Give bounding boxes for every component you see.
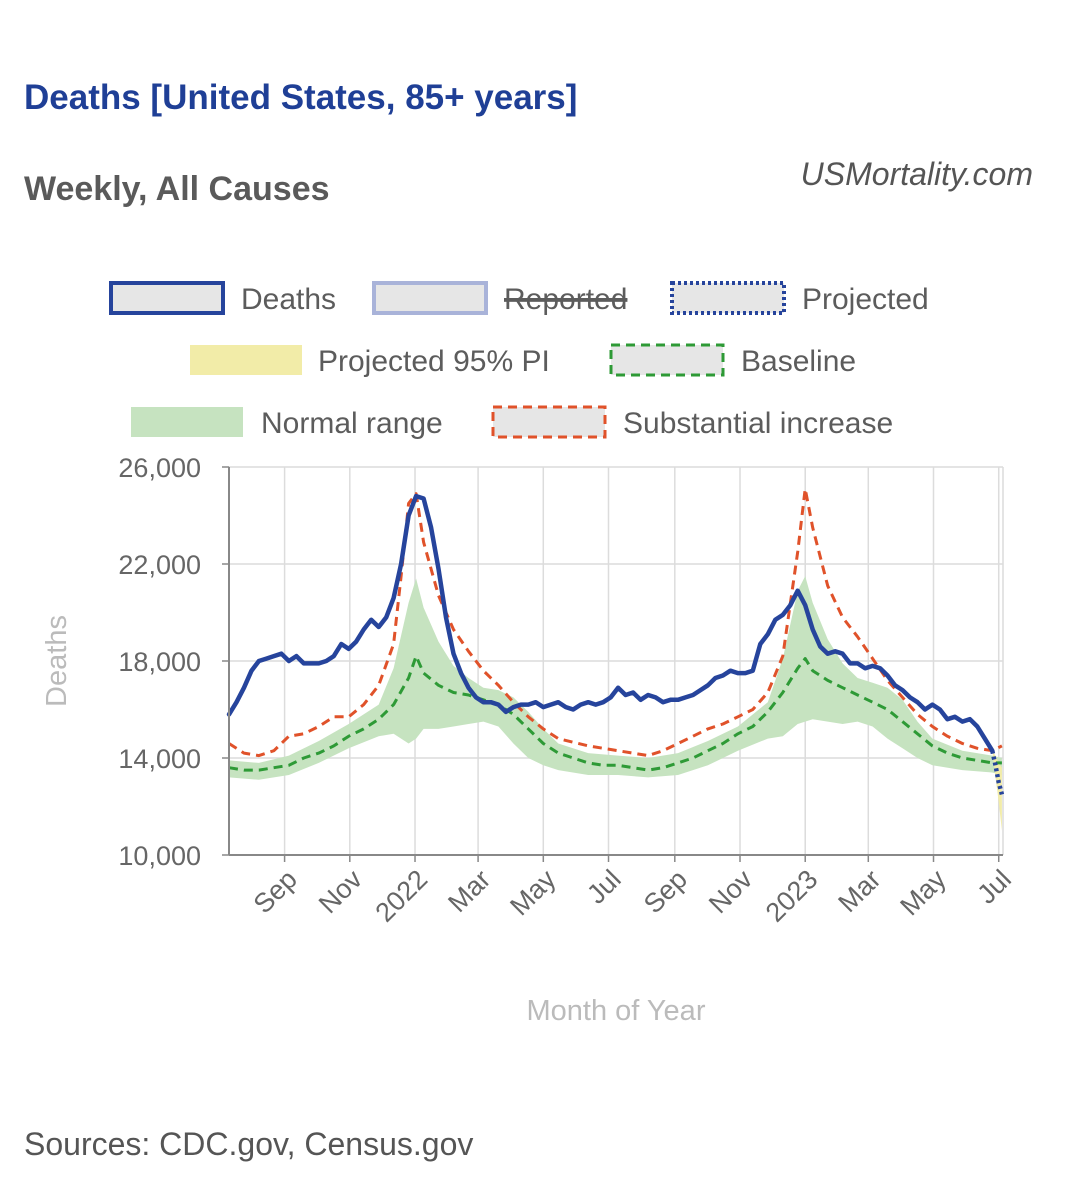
projected-line xyxy=(990,750,1005,795)
legend-swatch-pi xyxy=(190,345,302,375)
x-tick-label: May xyxy=(894,864,952,922)
y-tick-label: 26,000 xyxy=(118,453,201,483)
legend-label-deaths: Deaths xyxy=(241,283,336,316)
legend-swatch-normal xyxy=(131,407,243,437)
chart-title: Deaths [United States, 85+ years] xyxy=(24,78,578,117)
legend-swatch-deaths xyxy=(109,281,225,315)
x-tick-label: Nov xyxy=(703,864,759,920)
data-sources: Sources: CDC.gov, Census.gov xyxy=(24,1126,474,1162)
deaths-line xyxy=(226,493,995,753)
series-layer xyxy=(226,487,1005,831)
legend-label-projected: Projected xyxy=(802,283,929,316)
x-tick-label: Sep xyxy=(248,864,303,919)
x-tick-label: Mar xyxy=(832,864,886,918)
x-axis-title: Month of Year xyxy=(527,995,706,1027)
legend-label-normal: Normal range xyxy=(261,407,443,440)
x-tick-label: Jul xyxy=(581,864,627,910)
chart-subtitle: Weekly, All Causes xyxy=(24,170,330,208)
x-tick-label: 2023 xyxy=(760,864,824,928)
legend-swatch-baseline xyxy=(609,343,725,377)
y-tick-label: 18,000 xyxy=(118,647,201,677)
y-tick-label: 14,000 xyxy=(118,744,201,774)
x-tick-label: May xyxy=(504,864,562,922)
x-tick-label: Nov xyxy=(313,864,369,920)
legend-swatch-projected xyxy=(670,281,786,315)
legend-swatch-increase xyxy=(491,405,607,439)
x-tick-label: Sep xyxy=(638,864,693,919)
legend-label-baseline: Baseline xyxy=(741,345,856,378)
x-tick-label: Jul xyxy=(971,864,1017,910)
legend-label-increase: Substantial increase xyxy=(623,407,893,440)
source-credit: USMortality.com xyxy=(800,156,1033,192)
y-tick-label: 22,000 xyxy=(118,550,201,580)
legend-swatch-reported xyxy=(372,281,488,315)
baseline-line xyxy=(228,654,1002,772)
y-axis-title: Deaths xyxy=(41,615,73,707)
normal-range-band xyxy=(229,576,1002,780)
x-tick-label: Mar xyxy=(442,864,496,918)
x-tick-label: 2022 xyxy=(370,864,434,928)
legend-label-pi: Projected 95% PI xyxy=(318,345,550,378)
y-tick-label: 10,000 xyxy=(118,841,201,871)
